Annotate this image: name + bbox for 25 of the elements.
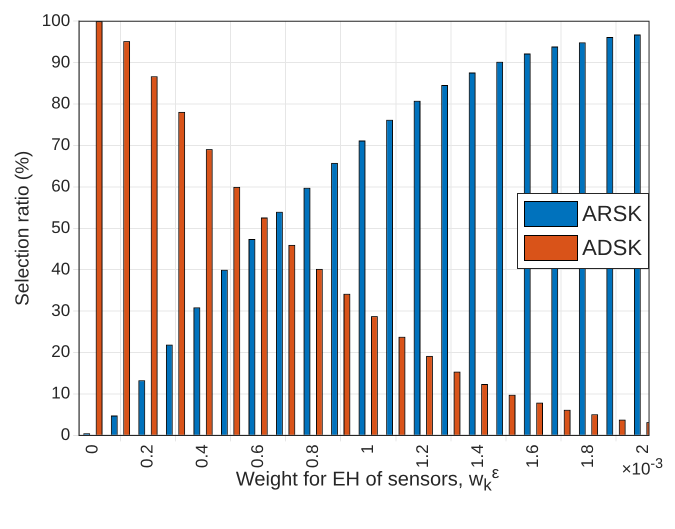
- x-tick-label: 0.4: [192, 444, 212, 468]
- x-tick-label: 1.4: [468, 444, 488, 468]
- x-tick-label: 0.6: [248, 444, 267, 468]
- legend-label: ARSK: [582, 201, 642, 227]
- x-tick-label: 1: [358, 444, 377, 454]
- y-tick-label: 30: [51, 300, 70, 320]
- y-tick-label: 20: [51, 342, 70, 362]
- y-tick-label: 80: [51, 94, 70, 113]
- x-tick-label: 2: [633, 444, 652, 454]
- x-tick-label: 1.2: [412, 444, 432, 468]
- x-tick-label: 0: [82, 444, 102, 454]
- y-tick-label: 90: [51, 52, 70, 72]
- x-tick-label: 1.8: [578, 444, 598, 468]
- y-tick-label: 10: [51, 384, 70, 403]
- x-tick-label: 1.6: [523, 444, 542, 468]
- y-tick-label: 50: [51, 218, 70, 237]
- y-tick-label: 60: [51, 176, 70, 196]
- y-tick-label: 40: [51, 259, 70, 278]
- legend-label: ADSK: [582, 235, 642, 261]
- y-tick-label: 100: [42, 10, 70, 30]
- text: ×10$^{-3}$: [622, 456, 663, 480]
- y-tick-label: 70: [51, 135, 70, 154]
- x-tick-label: 0.2: [138, 444, 157, 468]
- x-tick-label: 0.8: [302, 444, 322, 468]
- y-axis-title: Selection ratio (%): [12, 150, 34, 306]
